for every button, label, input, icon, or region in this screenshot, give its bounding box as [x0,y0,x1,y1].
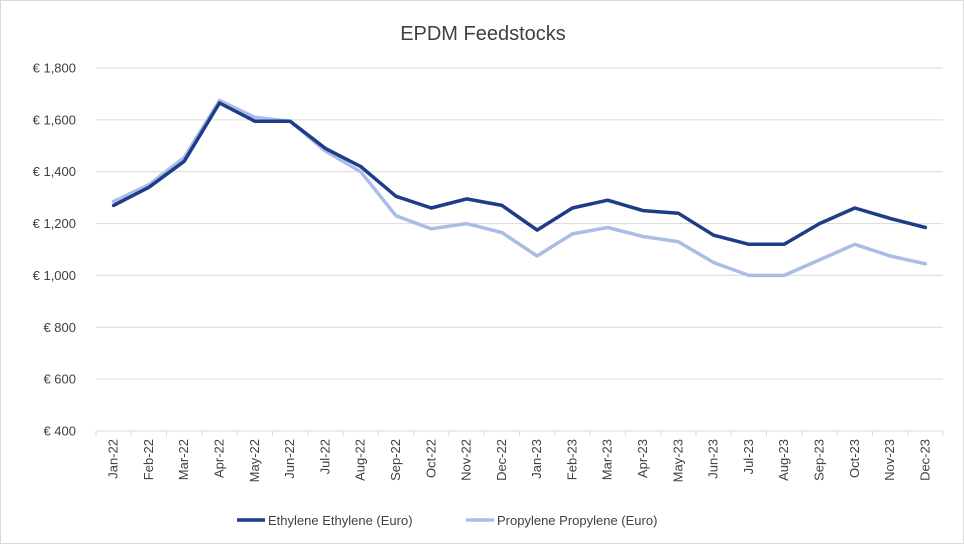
x-tick-label: Jul-23 [741,439,756,474]
series-line [111,98,928,278]
x-tick-label: Jul-22 [317,439,332,474]
y-tick-label: € 1,800 [33,61,76,76]
y-tick-label: € 600 [43,372,76,387]
x-tick-label: Dec-23 [917,439,932,481]
x-tick-label: May-23 [670,439,685,482]
x-tick-label: Aug-22 [353,439,368,481]
x-tick-label: Aug-23 [776,439,791,481]
y-tick-label: € 1,400 [33,164,76,179]
x-tick-label: Jan-22 [106,439,121,479]
gridlines [96,67,943,432]
x-tick-label: Feb-23 [564,439,579,480]
x-tick-label: Nov-22 [459,439,474,481]
legend-label: Propylene Propylene (Euro) [497,513,657,528]
legend-label: Ethylene Ethylene (Euro) [268,513,413,528]
series-lines [111,98,928,278]
x-tick-label: Mar-22 [176,439,191,480]
y-tick-label: € 1,200 [33,216,76,231]
x-tick-label: Sep-22 [388,439,403,481]
x-tick-label: Oct-22 [423,439,438,478]
x-axis: Jan-22 Feb-22 Mar-22 Apr-22 May-22 Jun-22 Jul-… [95,431,944,482]
x-tick-label: Mar-23 [600,439,615,480]
x-tick-label: Sep-23 [811,439,826,481]
y-tick-label: € 1,600 [33,112,76,127]
legend: Ethylene Ethylene (Euro) Propylene Propyl… [237,513,657,528]
x-tick-label: May-22 [247,439,262,482]
x-tick-label: Nov-23 [882,439,897,481]
y-tick-label: € 400 [43,424,76,439]
x-tick-label: Jun-22 [282,439,297,479]
y-axis: € 400 € 600 € 800 € 1,000 € 1,200 € 1,400 € 1,… [33,61,76,439]
x-tick-label: Jun-23 [706,439,721,479]
x-tick-label: Oct-23 [847,439,862,478]
chart-title: EPDM Feedstocks [400,23,566,45]
x-tick-label: Apr-22 [212,439,227,478]
x-tick-label: Apr-23 [635,439,650,478]
x-tick-label: Feb-22 [141,439,156,480]
y-tick-label: € 800 [43,320,76,335]
y-tick-label: € 1,000 [33,268,76,283]
x-tick-label: Dec-22 [494,439,509,481]
x-tick-label: Jan-23 [529,439,544,479]
series-line [111,101,928,247]
